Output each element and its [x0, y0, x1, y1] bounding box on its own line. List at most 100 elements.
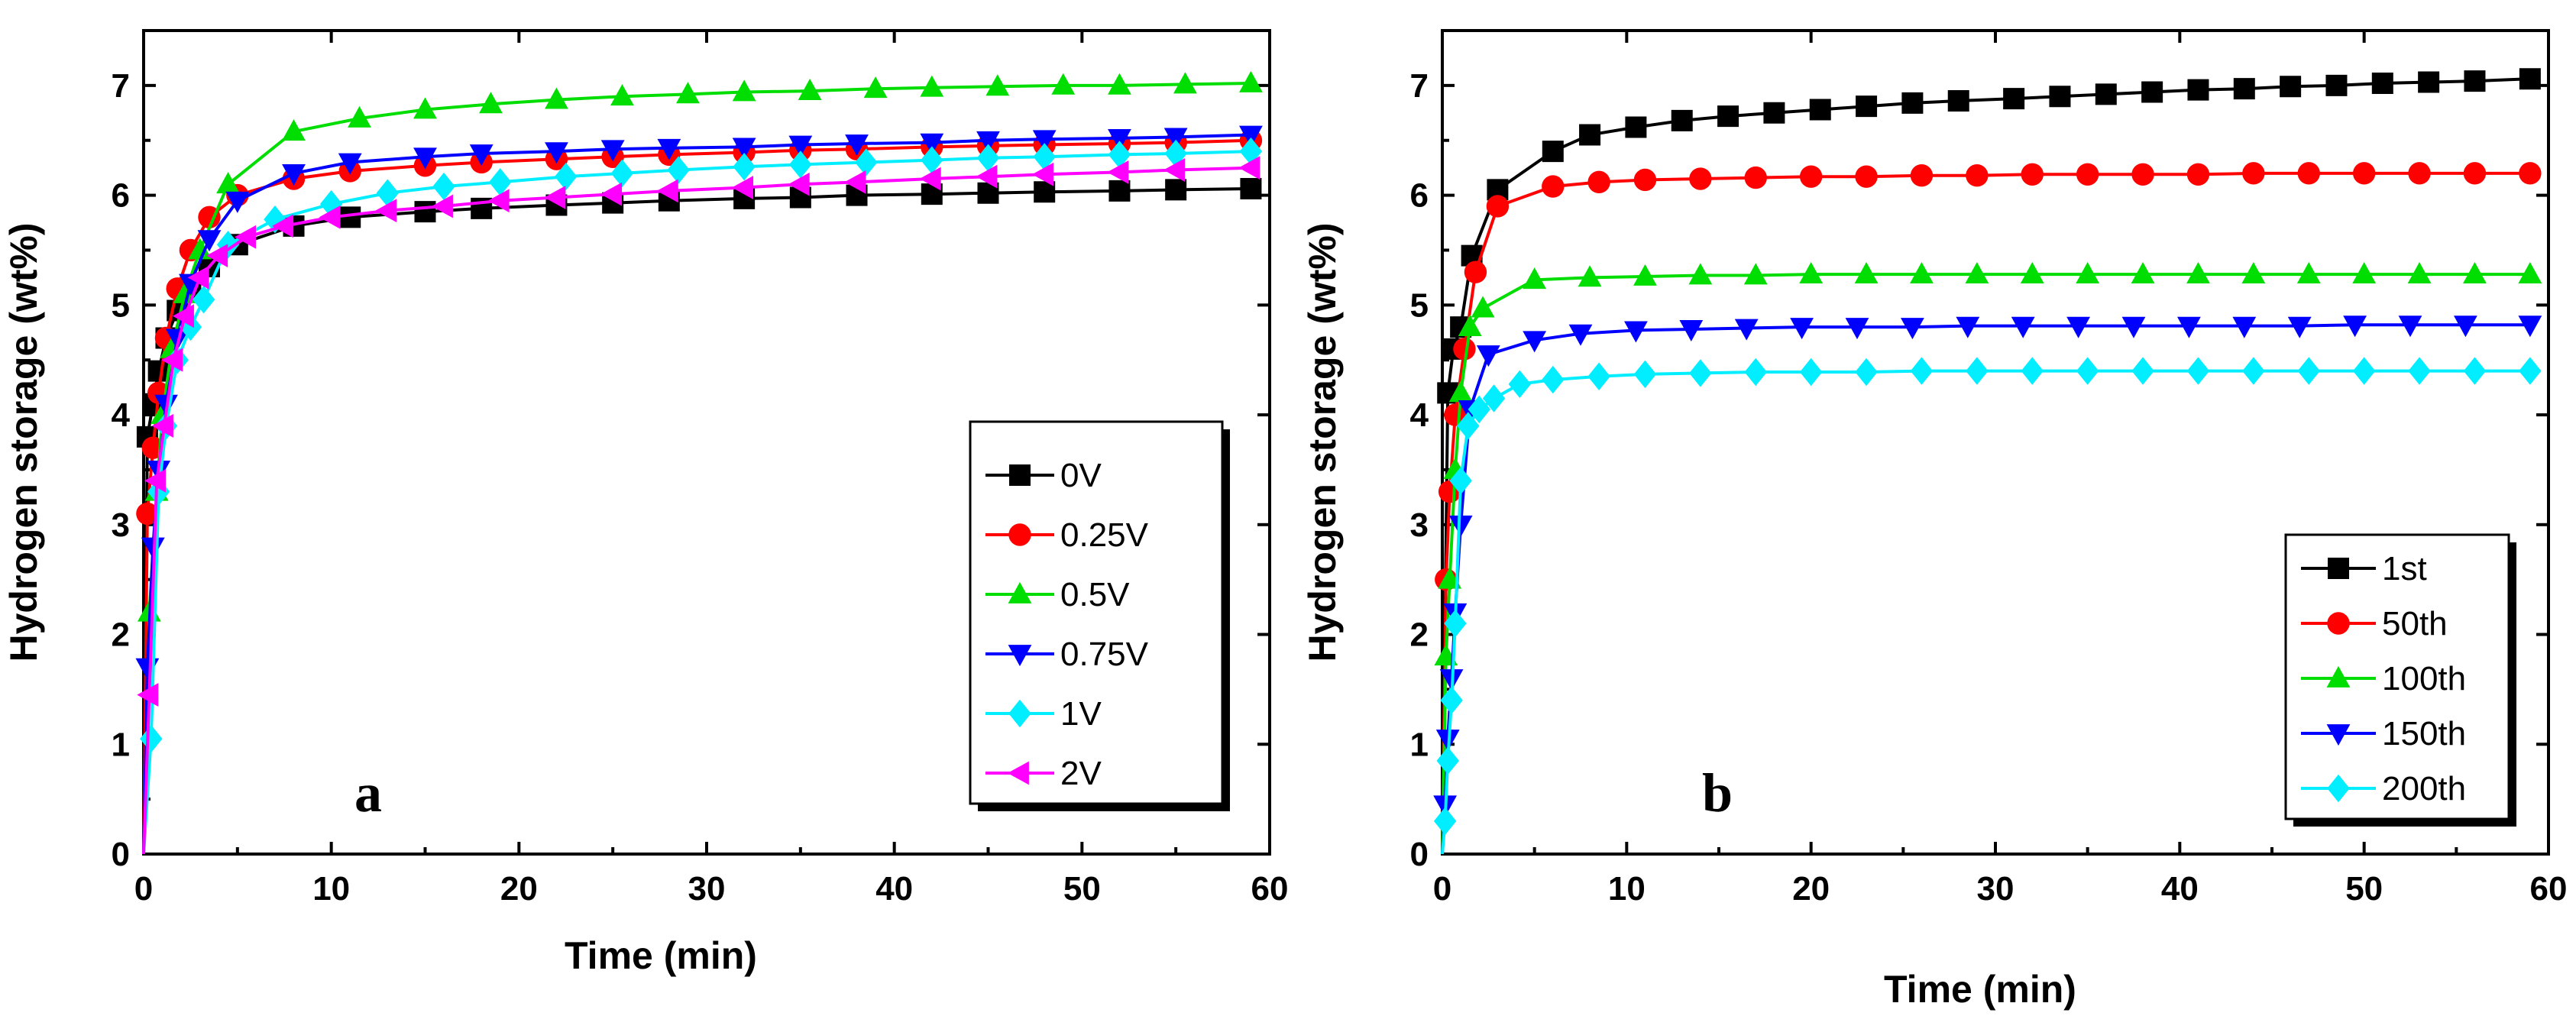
legend-label: 2V [1060, 755, 1102, 792]
data-point [1717, 105, 1739, 128]
data-point [1542, 175, 1565, 198]
data-point [2121, 316, 2146, 338]
y-tick-label: 4 [1410, 396, 1429, 434]
data-point [1051, 73, 1076, 95]
x-axis-title: Time (min) [565, 934, 757, 977]
data-point [863, 76, 888, 99]
data-point [1239, 70, 1263, 92]
data-point [225, 191, 250, 213]
data-point [732, 79, 756, 102]
data-point [1457, 412, 1480, 440]
y-tick-label: 1 [1410, 726, 1429, 763]
legend-item: 50th [2301, 605, 2448, 642]
legend: 0V 0.25V 0.5V 0.75V 1V 2V [969, 420, 1230, 811]
legend-label: 0V [1060, 457, 1102, 494]
data-point [667, 156, 690, 184]
data-point [1966, 357, 1989, 385]
plot-area [1433, 68, 2542, 855]
data-point [1471, 296, 1495, 318]
data-point [192, 285, 215, 314]
data-point [2187, 79, 2209, 101]
data-point [1910, 261, 1934, 283]
data-point [2371, 72, 2393, 94]
data-point [1164, 139, 1187, 168]
data-point [1947, 89, 1969, 112]
x-tick-label: 40 [875, 870, 913, 908]
data-point [2131, 261, 2155, 283]
legend-marker [1008, 699, 1031, 728]
data-point [140, 724, 163, 753]
data-point [147, 477, 170, 506]
data-point [348, 105, 371, 128]
data-point [1173, 72, 1197, 94]
data-point [1855, 358, 1878, 387]
data-point [1689, 167, 1712, 190]
data-point [920, 75, 944, 97]
data-point [1901, 92, 1924, 114]
data-point [2518, 315, 2542, 338]
data-point [2232, 316, 2257, 338]
data-point [2463, 162, 2487, 185]
data-point [187, 266, 209, 290]
data-point [1579, 124, 1601, 146]
x-tick-label: 20 [1792, 870, 1830, 908]
data-point [2518, 261, 2542, 283]
data-point [1436, 746, 1459, 775]
data-point [1568, 324, 1593, 346]
data-point [1508, 370, 1532, 399]
panel-b: 0 10 20 30 40 50 60 0 1 2 3 4 5 6 7 Time (min) Hydrogen … [1301, 29, 2567, 1011]
data-point [1845, 318, 1869, 340]
legend-label: 0.75V [1060, 636, 1149, 673]
data-point [1033, 143, 1056, 171]
data-point [1799, 358, 1823, 387]
y-tick-label: 0 [112, 836, 130, 873]
data-point [235, 225, 257, 249]
x-tick-label: 30 [1977, 870, 2015, 908]
data-point [197, 230, 222, 252]
legend-marker [2326, 724, 2351, 746]
series-line [1441, 77, 2530, 855]
data-point [921, 183, 943, 205]
data-point [2186, 163, 2210, 186]
data-point [976, 131, 1000, 153]
data-point [545, 87, 568, 109]
data-point [919, 167, 941, 191]
series-100th [1434, 261, 2542, 855]
data-point [1163, 128, 1188, 150]
data-point [2352, 261, 2377, 283]
data-point [676, 82, 700, 104]
legend-marker [1008, 581, 1032, 603]
data-point [338, 153, 362, 175]
data-point [414, 201, 436, 223]
data-point [413, 97, 437, 119]
data-point [1468, 395, 1490, 424]
data-point [1854, 261, 1879, 283]
data-point [432, 172, 455, 201]
legend-item: 150th [2301, 715, 2466, 752]
data-point [1966, 164, 1989, 187]
data-point [985, 74, 1010, 96]
data-point [545, 142, 568, 164]
data-point [1034, 181, 1056, 203]
data-point [1688, 263, 1713, 285]
data-point [1671, 109, 1693, 131]
data-point [135, 658, 160, 680]
panel-label: a [354, 762, 382, 823]
data-point [1444, 609, 1467, 638]
data-point [2519, 68, 2541, 90]
data-point [2186, 357, 2210, 385]
y-tick-label: 5 [1410, 286, 1429, 324]
data-point [1453, 338, 1476, 361]
x-tick-label: 40 [2161, 870, 2199, 908]
data-point [2398, 315, 2422, 338]
x-tick-label: 0 [1433, 870, 1451, 908]
data-point [1108, 128, 1131, 150]
data-point [733, 153, 756, 181]
data-point [2020, 261, 2044, 283]
data-point [1482, 384, 1506, 413]
data-point [1901, 318, 1924, 340]
data-point [1633, 360, 1657, 389]
data-point [2325, 74, 2348, 96]
legend-item: 0.5V [985, 576, 1130, 613]
